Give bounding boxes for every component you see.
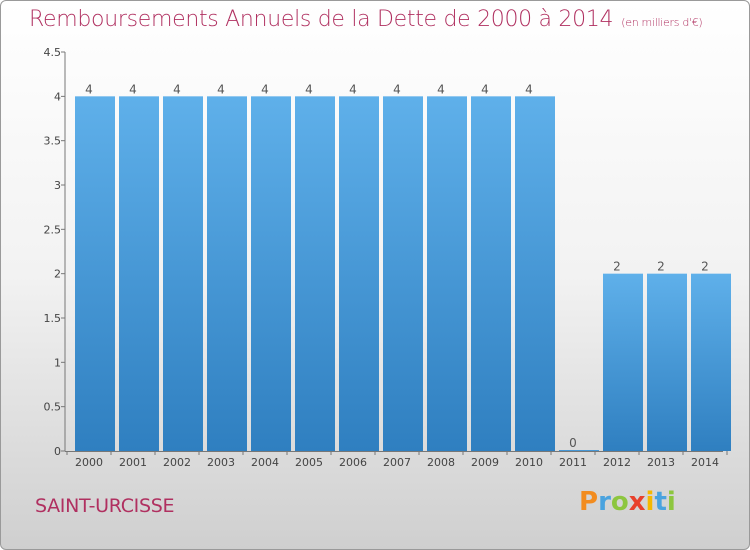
data-label: 4 bbox=[129, 82, 137, 96]
chart-title: Remboursements Annuels de la Dette de 20… bbox=[29, 7, 703, 32]
chart-labels: 2000 4 2001 4 2002 4 2003 4 2004 4 2005 4 2006 4 2007 4… bbox=[75, 82, 719, 469]
data-label: 4 bbox=[305, 82, 313, 96]
data-label: 0 bbox=[569, 436, 577, 450]
logo-letter: i bbox=[645, 487, 655, 517]
y-tick-label: 4.5 bbox=[44, 46, 62, 59]
logo-letter: i bbox=[666, 487, 676, 517]
data-label: 4 bbox=[173, 82, 181, 96]
y-tick-label: 0 bbox=[54, 445, 61, 458]
data-label: 4 bbox=[481, 82, 489, 96]
bar bbox=[163, 96, 203, 451]
y-tick-label: 3 bbox=[54, 179, 61, 192]
data-label: 2 bbox=[613, 260, 621, 274]
x-tick-label: 2008 bbox=[427, 456, 455, 469]
x-tick-label: 2014 bbox=[691, 456, 719, 469]
city-name: SAINT-URCISSE bbox=[35, 495, 175, 517]
logo-letter: x bbox=[628, 487, 646, 517]
y-tick-label: 1.5 bbox=[44, 312, 62, 325]
data-label: 4 bbox=[393, 82, 401, 96]
y-tick-label: 4 bbox=[54, 90, 61, 103]
x-tick-label: 2004 bbox=[251, 456, 279, 469]
data-label: 4 bbox=[437, 82, 445, 96]
bar bbox=[119, 96, 159, 451]
x-tick-label: 2013 bbox=[647, 456, 675, 469]
data-label: 4 bbox=[349, 82, 357, 96]
bar bbox=[647, 273, 687, 451]
proxiti-logo: Proxiti bbox=[579, 487, 676, 517]
bar bbox=[427, 96, 467, 451]
x-tick-label: 2009 bbox=[471, 456, 499, 469]
bar bbox=[295, 96, 335, 451]
bar bbox=[471, 96, 511, 451]
y-tick-label: 2 bbox=[54, 268, 61, 281]
x-tick-label: 2003 bbox=[207, 456, 235, 469]
bar bbox=[383, 96, 423, 451]
y-tick-label: 1 bbox=[54, 356, 61, 369]
bar bbox=[559, 450, 599, 451]
x-tick-label: 2011 bbox=[559, 456, 587, 469]
x-tick-label: 2007 bbox=[383, 456, 411, 469]
x-tick-label: 2001 bbox=[119, 456, 147, 469]
data-label: 2 bbox=[657, 260, 665, 274]
logo-letter: r bbox=[598, 487, 611, 517]
logo-letter: P bbox=[579, 487, 599, 517]
data-label: 4 bbox=[525, 82, 533, 96]
x-tick-label: 2002 bbox=[163, 456, 191, 469]
data-label: 4 bbox=[85, 82, 93, 96]
bar bbox=[207, 96, 247, 451]
logo-letter: t bbox=[654, 487, 667, 517]
data-label: 4 bbox=[261, 82, 269, 96]
x-tick-label: 2006 bbox=[339, 456, 367, 469]
x-tick-label: 2012 bbox=[603, 456, 631, 469]
y-tick-label: 2.5 bbox=[44, 223, 62, 236]
bar bbox=[339, 96, 379, 451]
y-tick-label: 3.5 bbox=[44, 135, 62, 148]
y-tick-label: 0.5 bbox=[44, 401, 62, 414]
chart-title-text: Remboursements Annuels de la Dette de 20… bbox=[29, 7, 614, 32]
bar bbox=[251, 96, 291, 451]
chart-axes: 0 0.5 1 1.5 2 2.5 3 3.5 4 4.5 bbox=[44, 46, 728, 458]
bar bbox=[603, 273, 643, 451]
data-label: 4 bbox=[217, 82, 225, 96]
x-tick-label: 2005 bbox=[295, 456, 323, 469]
bar bbox=[691, 273, 731, 451]
x-tick-label: 2010 bbox=[515, 456, 543, 469]
chart-bars bbox=[75, 96, 731, 451]
x-tick-label: 2000 bbox=[75, 456, 103, 469]
bar bbox=[75, 96, 115, 451]
data-label: 2 bbox=[701, 260, 709, 274]
logo-letter: o bbox=[610, 487, 629, 517]
chart-subtitle: (en milliers d'€) bbox=[621, 16, 703, 29]
bar bbox=[515, 96, 555, 451]
